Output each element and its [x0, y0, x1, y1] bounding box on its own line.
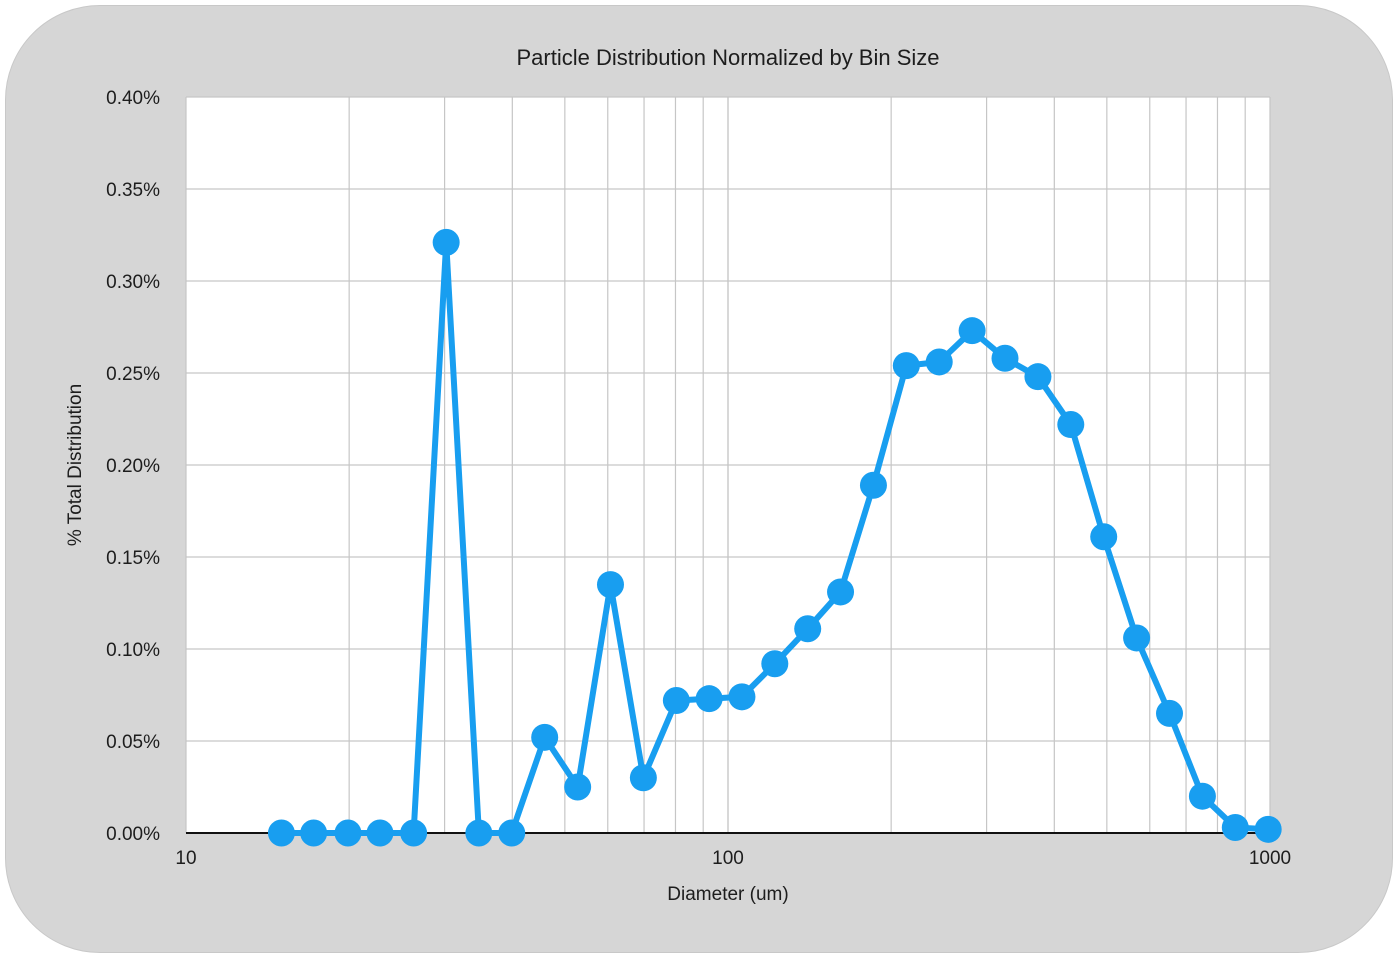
data-point[interactable]	[366, 819, 394, 847]
y-tick-label: 0.40%	[106, 88, 160, 109]
y-tick-label: 0.20%	[106, 456, 160, 477]
data-point[interactable]	[432, 228, 460, 256]
x-axis-ticks: 10 100 1000	[175, 848, 1291, 869]
x-tick-label: 100	[712, 848, 744, 869]
data-point[interactable]	[1188, 782, 1216, 810]
data-series	[267, 228, 1282, 847]
y-tick-label: 0.30%	[106, 272, 160, 293]
data-point[interactable]	[1090, 523, 1118, 551]
data-point[interactable]	[695, 685, 723, 713]
data-point[interactable]	[991, 344, 1019, 372]
data-point[interactable]	[827, 578, 855, 606]
data-point[interactable]	[728, 683, 756, 711]
x-tick-label: 10	[175, 848, 196, 869]
data-point[interactable]	[400, 819, 428, 847]
y-axis-label: % Total Distribution	[65, 384, 86, 546]
y-axis-ticks: 0.00% 0.05% 0.10% 0.15% 0.20% 0.25% 0.30% 0.35%…	[106, 88, 160, 845]
data-point[interactable]	[498, 819, 526, 847]
data-point[interactable]	[662, 687, 690, 715]
data-point[interactable]	[892, 352, 920, 380]
y-tick-label: 0.05%	[106, 732, 160, 753]
data-point[interactable]	[1156, 699, 1184, 727]
y-tick-label: 0.35%	[106, 180, 160, 201]
data-point[interactable]	[300, 819, 328, 847]
data-point[interactable]	[1123, 624, 1151, 652]
y-tick-label: 0.10%	[106, 640, 160, 661]
y-tick-label: 0.00%	[106, 824, 160, 845]
data-point[interactable]	[761, 650, 789, 678]
data-point[interactable]	[531, 723, 559, 751]
data-point[interactable]	[794, 615, 822, 643]
data-point[interactable]	[629, 764, 657, 792]
data-point[interactable]	[334, 819, 362, 847]
data-point[interactable]	[465, 819, 493, 847]
data-point[interactable]	[564, 773, 592, 801]
grid-lines	[185, 96, 1271, 834]
x-axis-label: Diameter (um)	[667, 884, 788, 905]
data-point[interactable]	[1024, 363, 1052, 391]
data-point[interactable]	[1221, 813, 1249, 841]
data-point[interactable]	[1057, 411, 1085, 439]
x-tick-label: 1000	[1249, 848, 1291, 869]
chart-title: Particle Distribution Normalized by Bin …	[516, 45, 939, 70]
data-point[interactable]	[859, 471, 887, 499]
data-point[interactable]	[1254, 815, 1282, 843]
y-tick-label: 0.15%	[106, 548, 160, 569]
data-point[interactable]	[596, 571, 624, 599]
y-tick-label: 0.25%	[106, 364, 160, 385]
data-point[interactable]	[267, 819, 295, 847]
data-point[interactable]	[958, 317, 986, 345]
data-point[interactable]	[925, 348, 953, 376]
